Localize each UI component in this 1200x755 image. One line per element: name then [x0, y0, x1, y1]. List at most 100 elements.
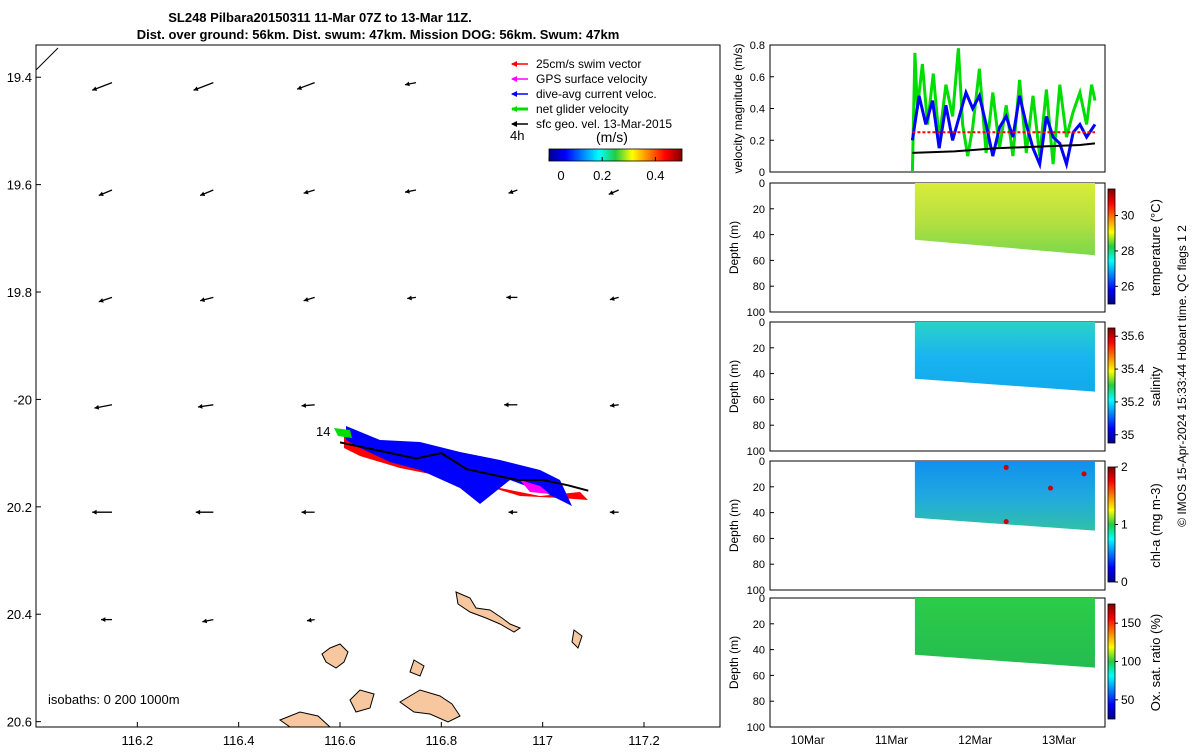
- velocity-series-line: [910, 88, 1097, 170]
- temperature-colorbar-label: temperature (°C): [1148, 199, 1163, 296]
- salinity-colorbar-tick-label: 35: [1121, 428, 1135, 442]
- salinity-colorbar-tick-label: 35.4: [1121, 362, 1145, 376]
- map-y-ticks: 19.4 19.6 19.8 -20 20.2 20.4 20.6: [7, 70, 41, 730]
- velocity-y-tick-label: 0.2: [750, 135, 765, 147]
- map-y-tick-label: -20: [13, 392, 32, 407]
- island-east: [455, 591, 522, 633]
- velocity-panel: 0 0.2 0.4 0.6 0.8 velocity magnitude (m/s): [731, 40, 1106, 179]
- map-panel: 14 isobaths: 0 200 1000m 116.2 116.4 116.6…: [7, 44, 721, 748]
- oxygen-y-tick-label: 60: [753, 670, 765, 682]
- velocity-y-tick-label: 0.4: [750, 104, 765, 116]
- current-vector-head: [193, 86, 199, 91]
- chl-a-y-label: Depth (m): [727, 499, 741, 552]
- isobaths-label: isobaths: 0 200 1000m: [48, 692, 180, 707]
- current-vector-head: [504, 402, 509, 408]
- chl-a-y-tick-label: 0: [759, 456, 765, 468]
- chl-a-y-tick-label: 100: [747, 585, 765, 597]
- oxygen-y-tick-label: 40: [753, 645, 765, 657]
- net-swath: [334, 428, 352, 438]
- current-vectors: [91, 81, 619, 624]
- temperature-colorbar: [1107, 188, 1116, 305]
- current-vector-head: [303, 297, 309, 302]
- island-mid: [349, 689, 375, 713]
- current-vector-head: [92, 509, 97, 515]
- current-vector-head: [405, 81, 410, 87]
- oxygen-section: [914, 598, 1095, 668]
- chl-a-colorbar-tick-label: 2: [1121, 460, 1128, 474]
- legend-label: net glider velocity: [536, 102, 629, 116]
- current-vector-head: [407, 295, 412, 301]
- current-vector-head: [609, 402, 615, 408]
- temperature-colorbar-tick-label: 26: [1121, 279, 1135, 293]
- map-x-tick-label: 117.2: [628, 733, 660, 748]
- velocity-series-line: [912, 142, 1096, 154]
- chl-a-y-tick-label: 40: [753, 508, 765, 520]
- salinity-colorbar-tick-label: 35.2: [1121, 395, 1145, 409]
- chl-sample-dot: [1048, 485, 1054, 491]
- oxygen-y-tick-label: 0: [759, 593, 765, 605]
- oxygen-colorbar: [1107, 603, 1116, 720]
- chl-a-panel: 0 20 40 60 80 100 Depth (m) 0 1 2 chl-a (mg m-3): [727, 456, 1163, 597]
- temperature-y-tick-label: 100: [747, 307, 765, 319]
- map-x-tick-label: 116.6: [324, 733, 356, 748]
- current-vector-head: [609, 296, 615, 301]
- map-x-tick-label: 117: [532, 733, 553, 748]
- velocity-y-label: velocity magnitude (m/s): [731, 43, 745, 173]
- current-vector-head: [508, 189, 514, 194]
- temperature-y-tick-label: 40: [753, 230, 765, 242]
- temperature-colorbar-tick-label: 28: [1121, 244, 1135, 258]
- copyright-note: © IMOS 15-Apr-2024 15:33:44 Hobart time.…: [1175, 225, 1189, 527]
- current-vector-head: [98, 191, 104, 197]
- time-tick-label: 10Mar: [791, 733, 825, 747]
- salinity-y-tick-label: 0: [759, 317, 765, 329]
- salinity-y-tick-label: 20: [753, 343, 765, 355]
- salinity-y-label: Depth (m): [727, 360, 741, 413]
- oxygen-colorbar-label: Ox. sat. ratio (%): [1148, 614, 1163, 712]
- current-vector-head: [405, 188, 410, 194]
- temperature-y-tick-label: 0: [759, 178, 765, 190]
- oxygen-colorbar-tick-label: 150: [1121, 616, 1141, 630]
- island-small: [409, 659, 425, 677]
- time-tick-label: 11Mar: [875, 733, 908, 747]
- figure-title: SL248 Pilbara20150311 11-Mar 07Z to 13-M…: [168, 10, 472, 25]
- salinity-panel: 0 20 40 60 80 100 Depth (m) 35 35.2 35.4 35.6 salin…: [727, 317, 1163, 458]
- current-vector-head: [301, 403, 307, 408]
- land-patches: [278, 591, 583, 728]
- chl-a-y-tick-label: 20: [753, 482, 765, 494]
- salinity-y-tick-label: 60: [753, 394, 765, 406]
- map-x-tick-label: 116.4: [223, 733, 255, 748]
- velocity-y-tick-label: 0: [759, 167, 765, 179]
- legend-arrowhead: [511, 121, 517, 127]
- temperature-y-tick-label: 20: [753, 204, 765, 216]
- current-vector-head: [306, 617, 312, 623]
- chl-a-colorbar: [1107, 466, 1116, 583]
- current-vector-head: [200, 297, 205, 302]
- current-vector-head: [98, 298, 104, 303]
- temperature-panel: 0 20 40 60 80 100 Depth (m) 26 28 30 temperature (…: [727, 178, 1163, 319]
- current-vector-head: [301, 509, 306, 515]
- salinity-y-tick-label: 40: [753, 369, 765, 381]
- speed-colorbar: [548, 148, 683, 162]
- oxygen-y-tick-label: 20: [753, 619, 765, 631]
- temperature-y-tick-label: 80: [753, 281, 765, 293]
- current-vector-head: [297, 85, 303, 90]
- salinity-section: [914, 322, 1095, 392]
- track-start-label: 14: [316, 424, 330, 439]
- current-vector-head: [608, 190, 614, 195]
- map-y-tick-label: 20.2: [7, 500, 32, 515]
- map-x-ticks: 116.2 116.4 116.6 116.8 117 117.2: [122, 722, 660, 748]
- oxygen-y-tick-label: 80: [753, 696, 765, 708]
- temperature-y-tick-label: 60: [753, 255, 765, 267]
- current-vector-head: [101, 617, 106, 622]
- salinity-colorbar: [1107, 327, 1116, 444]
- speed-colorbar-ticks: 0 0.2 0.4: [548, 157, 664, 183]
- oxygen-y-tick-label: 100: [747, 722, 765, 734]
- salinity-colorbar-label: salinity: [1148, 366, 1163, 406]
- current-vector-head: [303, 189, 309, 195]
- gps-swath: [520, 480, 550, 494]
- legend-arrowhead: [511, 61, 517, 67]
- time-tick-label: 12Mar: [958, 733, 992, 747]
- chl-a-colorbar-tick-label: 1: [1121, 518, 1128, 532]
- current-vector-head: [94, 404, 100, 410]
